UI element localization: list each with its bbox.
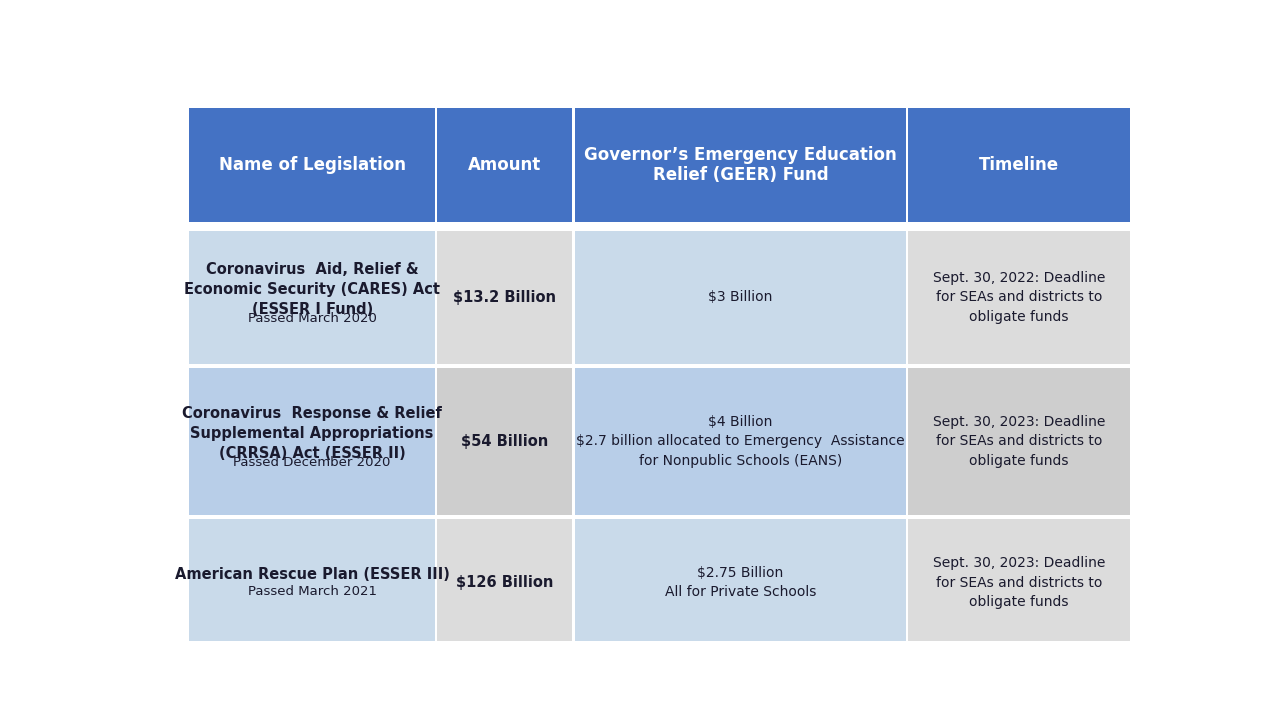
Bar xyxy=(575,368,906,515)
Bar xyxy=(909,231,1129,364)
Bar xyxy=(909,368,1129,515)
Text: American Rescue Plan (ESSER III): American Rescue Plan (ESSER III) xyxy=(174,567,449,582)
Text: Coronavirus  Response & Relief
Supplemental Appropriations
(CRRSA) Act (ESSER II: Coronavirus Response & Relief Supplement… xyxy=(182,406,442,461)
Bar xyxy=(189,519,435,646)
Bar xyxy=(189,231,435,364)
Bar xyxy=(575,231,906,364)
Text: Sept. 30, 2022: Deadline
for SEAs and districts to
obligate funds: Sept. 30, 2022: Deadline for SEAs and di… xyxy=(933,271,1105,324)
Text: Coronavirus  Aid, Relief &
Economic Security (CARES) Act
(ESSER I Fund): Coronavirus Aid, Relief & Economic Secur… xyxy=(184,262,440,317)
Text: $13.2 Billion: $13.2 Billion xyxy=(453,290,557,305)
Bar xyxy=(575,519,906,646)
Text: Passed March 2021: Passed March 2021 xyxy=(247,585,376,598)
Bar xyxy=(438,108,572,222)
Bar xyxy=(189,368,435,515)
Bar xyxy=(189,108,435,222)
Text: Amount: Amount xyxy=(468,156,541,174)
Text: $126 Billion: $126 Billion xyxy=(456,575,553,590)
Text: Governor’s Emergency Education
Relief (GEER) Fund: Governor’s Emergency Education Relief (G… xyxy=(584,145,897,184)
Text: Passed December 2020: Passed December 2020 xyxy=(233,456,390,469)
Bar xyxy=(438,368,572,515)
Text: Name of Legislation: Name of Legislation xyxy=(219,156,406,174)
Bar xyxy=(438,231,572,364)
Bar xyxy=(575,108,906,222)
Text: Timeline: Timeline xyxy=(979,156,1059,174)
Text: $3 Billion: $3 Billion xyxy=(708,290,773,305)
Bar xyxy=(438,519,572,646)
Text: Sept. 30, 2023: Deadline
for SEAs and districts to
obligate funds: Sept. 30, 2023: Deadline for SEAs and di… xyxy=(933,415,1105,468)
Text: $54 Billion: $54 Billion xyxy=(461,434,548,449)
Text: $4 Billion
$2.7 billion allocated to Emergency  Assistance
for Nonpublic Schools: $4 Billion $2.7 billion allocated to Eme… xyxy=(576,415,905,468)
Text: Sept. 30, 2023: Deadline
for SEAs and districts to
obligate funds: Sept. 30, 2023: Deadline for SEAs and di… xyxy=(933,556,1105,609)
Bar xyxy=(909,519,1129,646)
Text: Passed March 2020: Passed March 2020 xyxy=(248,312,376,325)
Bar xyxy=(909,108,1129,222)
Text: $2.75 Billion
All for Private Schools: $2.75 Billion All for Private Schools xyxy=(664,566,817,600)
